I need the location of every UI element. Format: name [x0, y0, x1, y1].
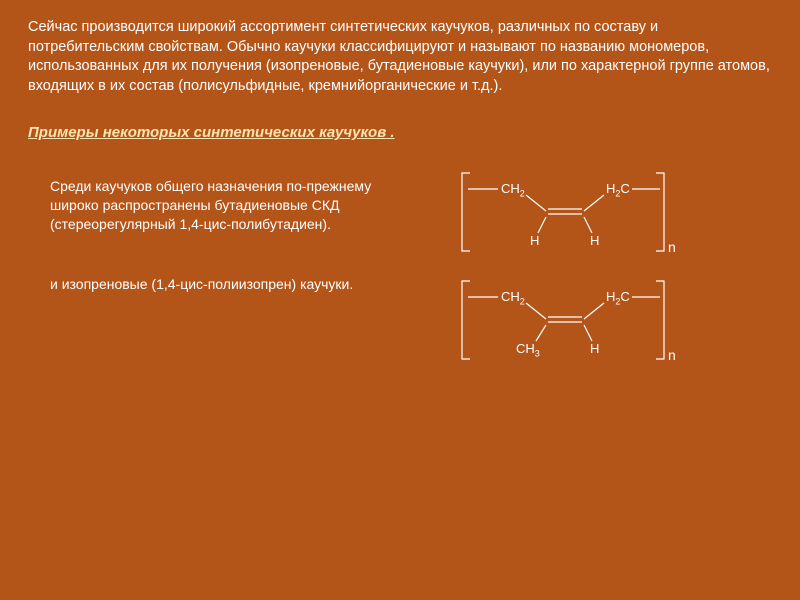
h-right-label: H: [590, 233, 599, 248]
polybutadiene-formula: CH2 H2C H H n: [448, 167, 688, 257]
polybutadiene-description: Среди каучуков общего назначения по-преж…: [28, 167, 408, 234]
ch2-left-label: CH2: [501, 289, 525, 307]
ch2-left-label: CH2: [501, 181, 525, 199]
polyisoprene-formula: CH2 H2C CH3 H n: [448, 275, 688, 365]
h2c-right-label: H2C: [606, 289, 630, 307]
polyisoprene-description: и изопреновые (1,4-цис-полиизопрен) кауч…: [28, 275, 408, 294]
example-row-2: и изопреновые (1,4-цис-полиизопрен) кауч…: [28, 275, 772, 365]
example-row-1: Среди каучуков общего назначения по-преж…: [28, 167, 772, 257]
ch3-left-label: CH3: [516, 341, 540, 359]
h-right-label: H: [590, 341, 599, 356]
h-left-label: H: [530, 233, 539, 248]
examples-subheading: Примеры некоторых синтетических каучуков…: [28, 124, 772, 141]
formula-structure-icon: [448, 275, 688, 365]
repeat-n-label: n: [668, 239, 676, 255]
h2c-right-label: H2C: [606, 181, 630, 199]
repeat-n-label: n: [668, 347, 676, 363]
intro-paragraph: Сейчас производится широкий ассортимент …: [28, 18, 772, 96]
formula-structure-icon: [448, 167, 688, 257]
